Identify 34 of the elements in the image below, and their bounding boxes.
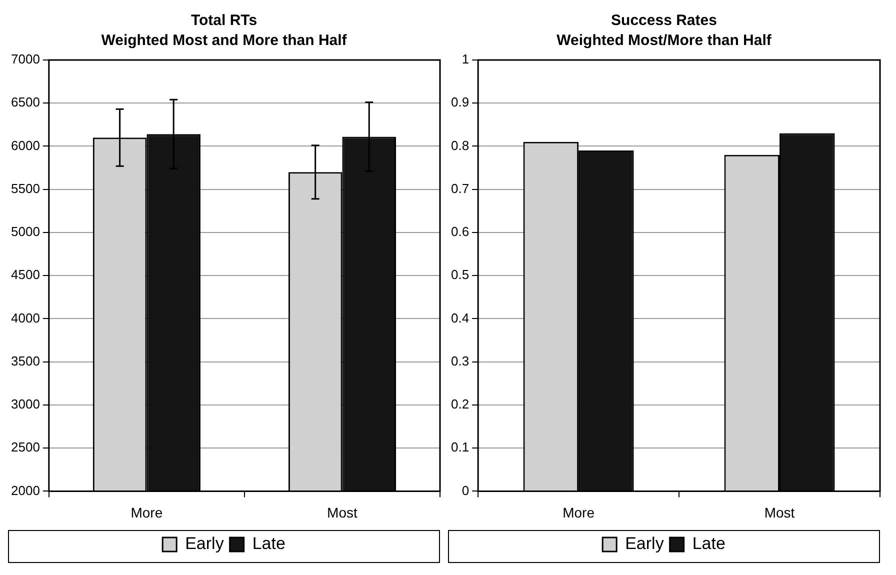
chart-subtitle: Weighted Most/More than Half: [556, 32, 772, 50]
x-tick-label: Most: [764, 504, 795, 520]
y-tick-label: 0.1: [450, 440, 470, 455]
chart-title: Success Rates: [611, 12, 717, 30]
x-tick-label: Most: [327, 504, 358, 520]
y-tick-label: 0: [462, 482, 470, 498]
y-tick-label: 0.3: [450, 353, 470, 368]
x-tick-label: More: [130, 504, 163, 520]
y-tick-label: 4500: [11, 267, 40, 282]
y-tick-label: 2500: [11, 440, 40, 455]
y-tick-label: 6500: [11, 94, 40, 110]
chart-subtitle: Weighted Most and More than Half: [101, 32, 348, 50]
y-tick-label: 2000: [11, 482, 40, 498]
y-tick-label: 0.6: [450, 224, 470, 240]
y-tick-label: 0.2: [450, 396, 470, 412]
y-tick-label: 0.8: [450, 138, 470, 153]
y-tick-label: 3000: [11, 396, 40, 412]
y-tick-label: 1: [462, 52, 470, 67]
y-tick-label: 3500: [11, 353, 40, 368]
y-tick-label: 0.5: [450, 267, 470, 282]
y-tick-label: 5000: [11, 224, 40, 240]
legend-label: Early: [625, 534, 664, 554]
legend-label: Early: [185, 534, 224, 554]
y-tick-label: 0.4: [450, 310, 470, 326]
legend-label: Late: [692, 534, 726, 554]
chart-title: Total RTs: [190, 12, 258, 30]
x-tick-label: More: [562, 504, 595, 520]
y-tick-label: 0.9: [450, 94, 470, 110]
legend-label: Late: [252, 534, 286, 554]
y-tick-label: 7000: [11, 52, 40, 67]
y-tick-label: 4000: [11, 310, 40, 326]
y-tick-label: 0.7: [450, 180, 470, 196]
y-tick-label: 6000: [11, 138, 40, 153]
y-tick-label: 5500: [11, 180, 40, 196]
